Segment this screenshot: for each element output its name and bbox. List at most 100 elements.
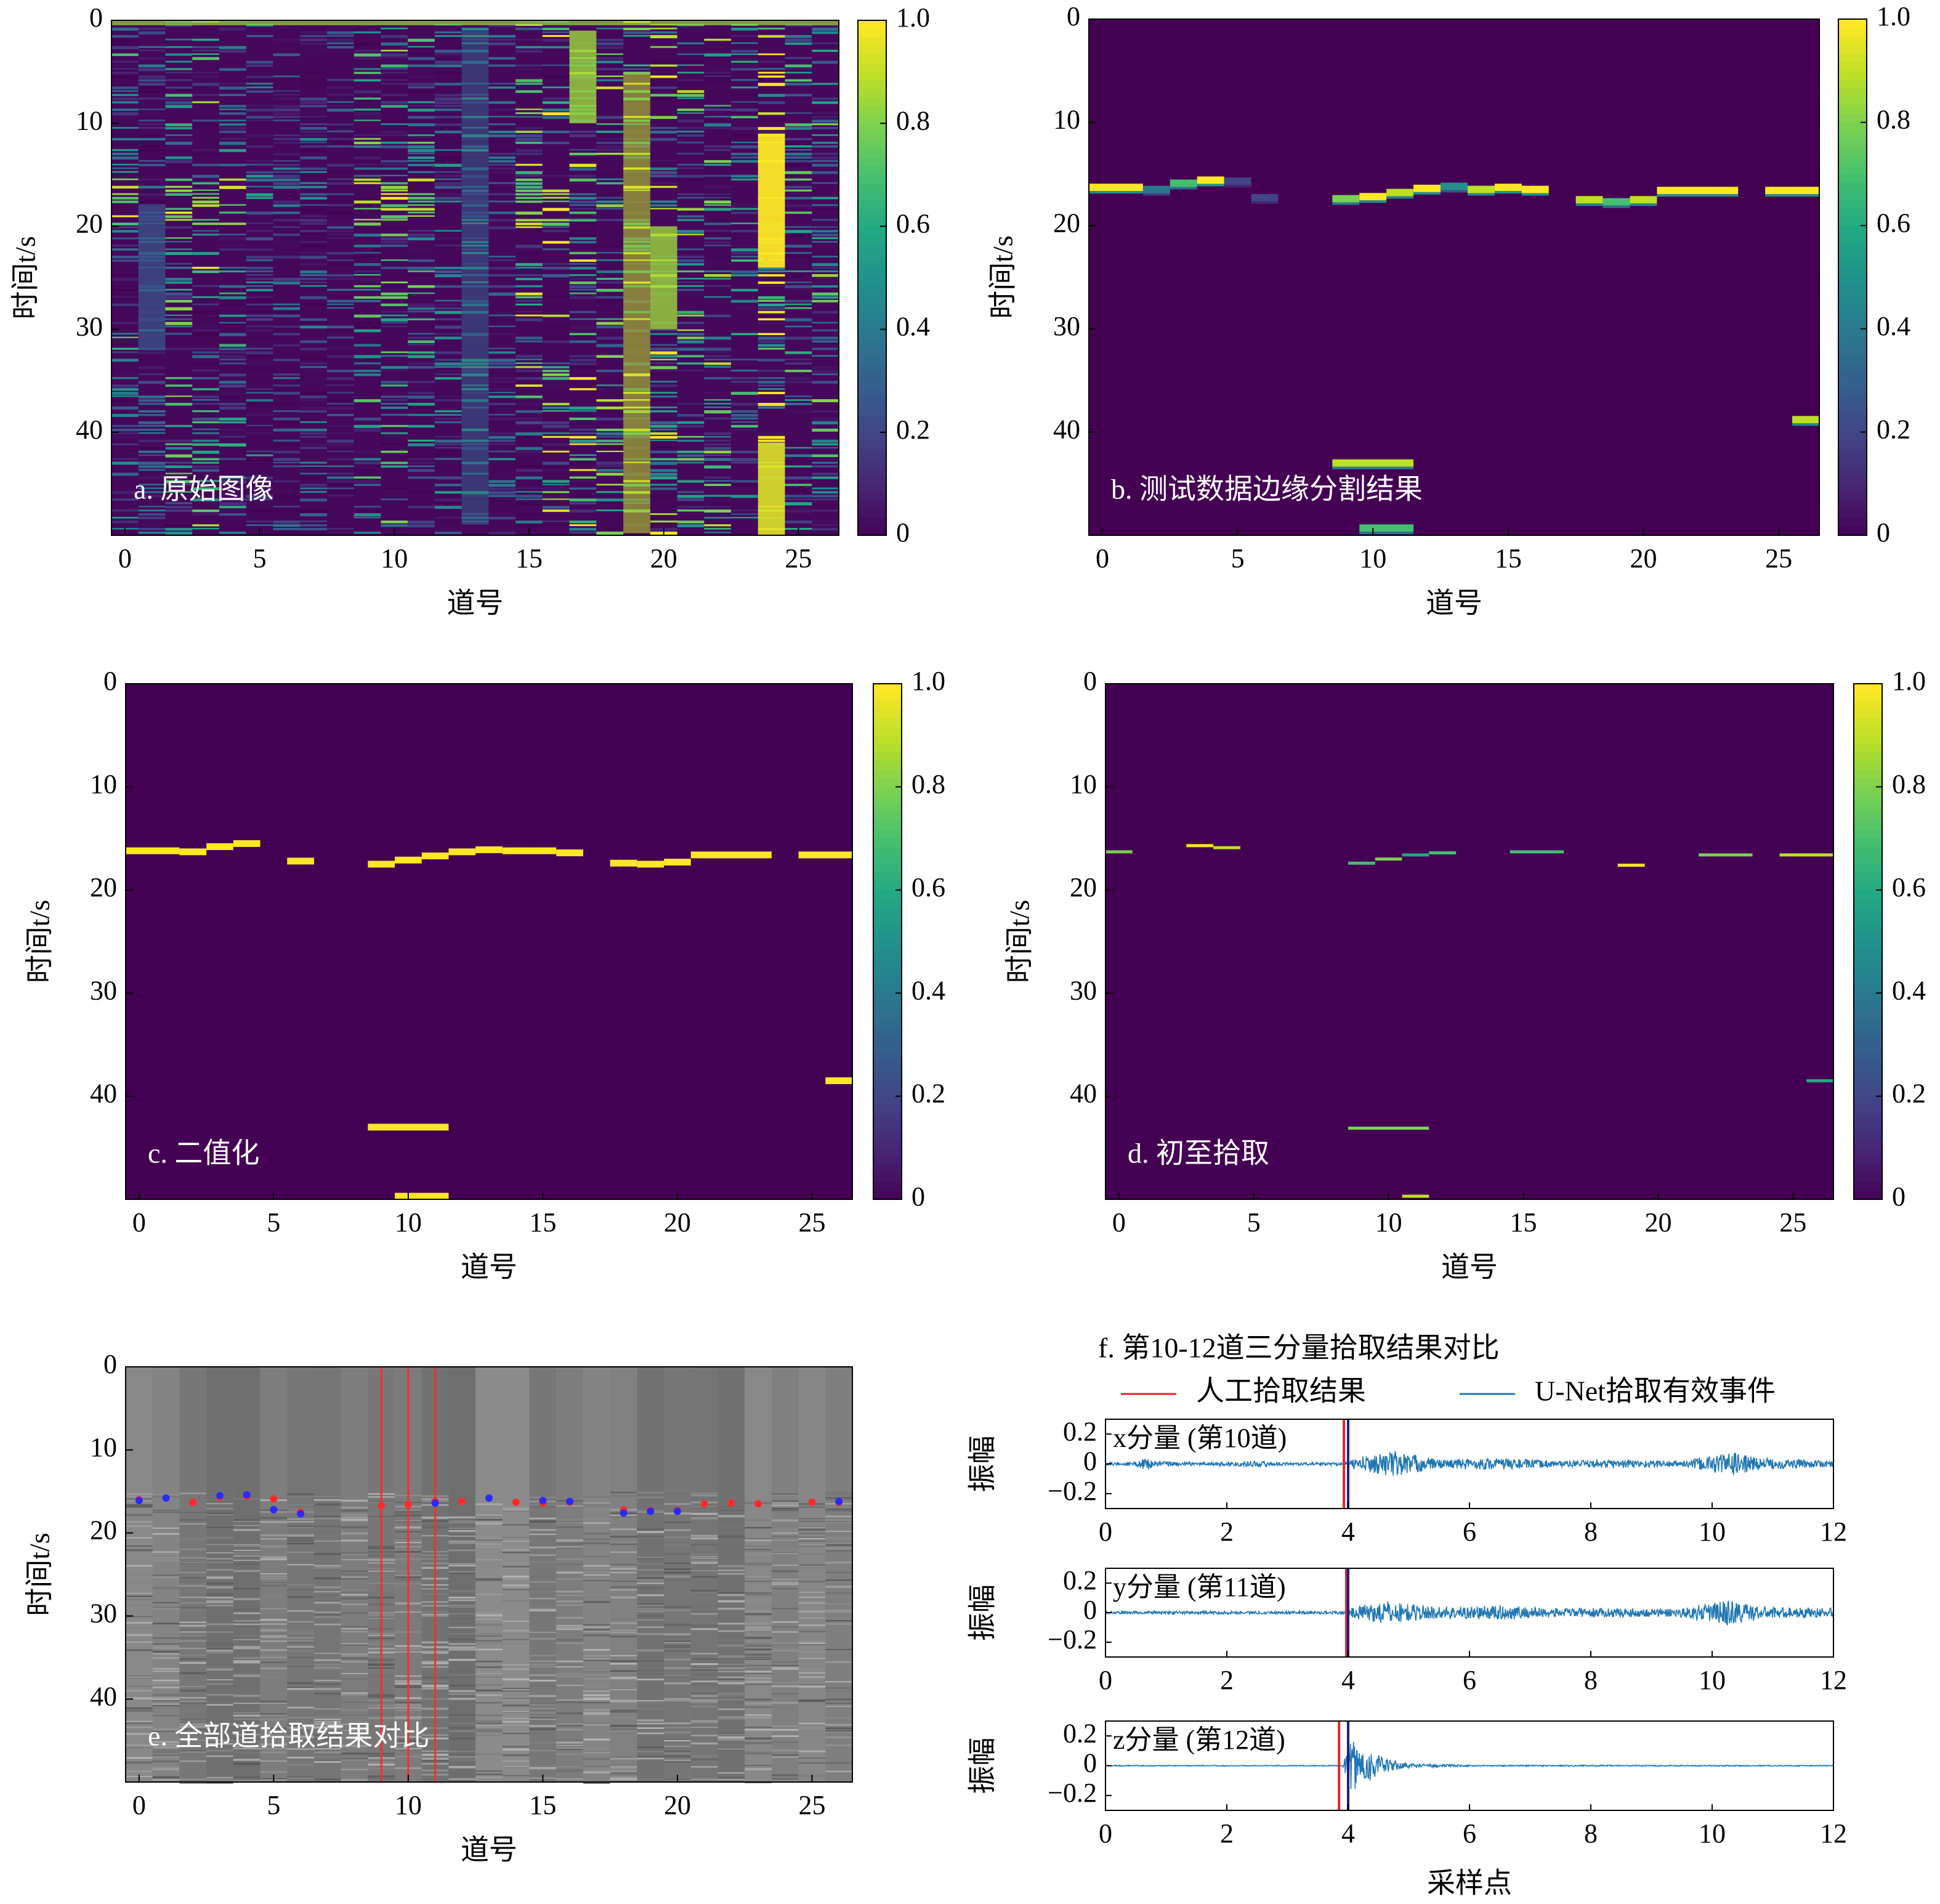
trace-texture [448, 1521, 476, 1523]
raw-amplitude-stripe [381, 351, 408, 354]
raw-amplitude-stripe [219, 381, 246, 384]
raw-amplitude-stripe [488, 392, 516, 394]
trace-texture [313, 1659, 341, 1661]
raw-amplitude-stripe [785, 208, 812, 211]
raw-amplitude-stripe [596, 112, 624, 115]
raw-amplitude-stripe [273, 182, 301, 185]
trace-texture [448, 1565, 476, 1566]
raw-amplitude-stripe [650, 424, 677, 428]
trace-texture [745, 1743, 772, 1744]
trace-texture [287, 1610, 314, 1612]
trace-texture [637, 1672, 665, 1674]
raw-amplitude-stripe [219, 513, 246, 516]
raw-amplitude-stripe [111, 116, 139, 119]
raw-amplitude-stripe [219, 292, 246, 294]
raw-amplitude-stripe [219, 131, 246, 134]
trace-texture [717, 1506, 745, 1508]
raw-amplitude-stripe [326, 94, 354, 95]
trace-texture [152, 1741, 180, 1743]
trace-texture [179, 1725, 207, 1727]
trace-texture [771, 1642, 799, 1644]
colorbar-swatch [858, 484, 886, 493]
colorbar-swatch [1838, 122, 1867, 132]
trace-texture [664, 1562, 691, 1565]
raw-amplitude-stripe [165, 101, 193, 105]
raw-amplitude-stripe [326, 399, 354, 402]
trace-texture [825, 1586, 852, 1588]
raw-amplitude-stripe [165, 285, 193, 288]
trace-texture [529, 1554, 557, 1556]
raw-amplitude-stripe [434, 476, 462, 480]
colorbar-swatch [873, 795, 902, 805]
raw-amplitude-stripe [192, 509, 219, 512]
raw-amplitude-stripe [650, 329, 677, 331]
trace-texture [502, 1578, 530, 1579]
raw-amplitude-stripe [704, 495, 732, 497]
trace-texture [206, 1755, 233, 1757]
colorbar-swatch [1854, 743, 1882, 753]
raw-amplitude-stripe [677, 256, 705, 259]
raw-amplitude-stripe [192, 458, 219, 461]
raw-amplitude-stripe [596, 344, 624, 347]
trace-texture [745, 1714, 772, 1716]
trace-texture [341, 1499, 368, 1502]
trace-texture [179, 1606, 207, 1609]
raw-amplitude-stripe [731, 428, 758, 431]
raw-amplitude-stripe [542, 366, 570, 369]
trace-texture [260, 1545, 288, 1548]
trace-texture [690, 1727, 718, 1728]
raw-amplitude-stripe [758, 435, 785, 439]
raw-amplitude-stripe [461, 27, 489, 31]
raw-amplitude-stripe [192, 274, 219, 277]
trace-texture [825, 1698, 852, 1701]
raw-amplitude-stripe [300, 509, 327, 513]
trace-texture [825, 1515, 852, 1518]
raw-amplitude-stripe [192, 222, 219, 225]
raw-amplitude-stripe [326, 182, 354, 185]
raw-amplitude-stripe [219, 407, 246, 410]
trace-texture [529, 1575, 557, 1578]
trace-texture [583, 1649, 610, 1651]
raw-amplitude-stripe [354, 163, 381, 166]
raw-amplitude-stripe [246, 222, 273, 224]
raw-amplitude-stripe [542, 226, 570, 228]
raw-amplitude-stripe [434, 336, 462, 339]
raw-amplitude-stripe [273, 465, 301, 468]
trace-texture [637, 1581, 665, 1582]
trace-texture [556, 1699, 583, 1701]
raw-amplitude-stripe [354, 428, 381, 432]
raw-amplitude-stripe [300, 182, 327, 184]
raw-amplitude-stripe [326, 370, 354, 373]
raw-amplitude-stripe [381, 292, 408, 296]
trace-texture [798, 1567, 826, 1568]
trace-texture [798, 1533, 826, 1534]
raw-amplitude-stripe [408, 196, 435, 200]
trace-texture [206, 1544, 233, 1546]
trace-texture [448, 1605, 476, 1608]
raw-amplitude-stripe [812, 108, 839, 111]
raw-amplitude-stripe [758, 112, 785, 115]
trace-texture [798, 1602, 826, 1604]
raw-amplitude-stripe [111, 252, 139, 254]
colorbar-swatch [1854, 1104, 1882, 1114]
raw-amplitude-stripe [381, 340, 408, 343]
trace-texture [690, 1613, 718, 1615]
raw-amplitude-stripe [731, 417, 758, 419]
trace-texture [529, 1614, 557, 1616]
y-tick-label: −0.2 [1048, 1778, 1097, 1808]
raw-amplitude-stripe [515, 149, 543, 153]
trace-texture [287, 1640, 314, 1642]
trace-texture [637, 1719, 665, 1722]
trace-texture [206, 1537, 233, 1539]
trace-texture [717, 1639, 745, 1642]
trace-texture [610, 1581, 637, 1582]
trace-texture [152, 1643, 180, 1645]
raw-amplitude-stripe [192, 413, 219, 418]
trace-texture [529, 1660, 557, 1662]
raw-amplitude-stripe [408, 252, 435, 255]
trace-texture [771, 1691, 799, 1693]
raw-amplitude-stripe [219, 105, 246, 108]
trace-texture [287, 1764, 314, 1766]
trace-texture [206, 1781, 233, 1784]
raw-amplitude-stripe [381, 142, 408, 144]
